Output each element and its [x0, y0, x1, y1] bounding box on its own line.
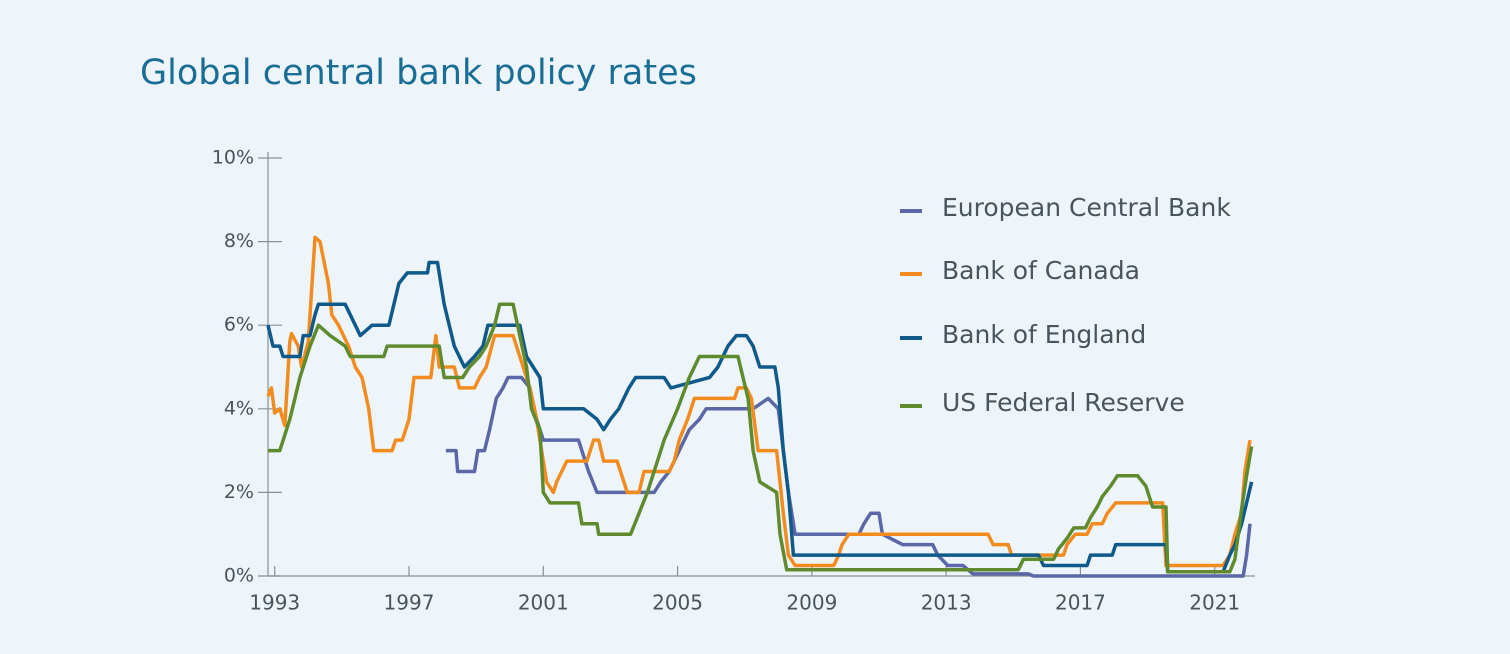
- series-line: [445, 375, 1252, 578]
- x-tick-label: 2017: [1055, 591, 1106, 615]
- x-tick-label: 2001: [518, 591, 569, 615]
- y-tick-label: 4%: [224, 397, 254, 419]
- x-tick-label: 2013: [921, 591, 972, 615]
- legend-label: Bank of Canada: [942, 256, 1140, 285]
- legend-label: European Central Bank: [942, 193, 1231, 222]
- y-tick-label: 10%: [212, 147, 254, 169]
- x-tick-label: 2021: [1189, 591, 1240, 615]
- y-tick-label: 0%: [224, 565, 254, 587]
- x-tick-label: 1997: [384, 591, 435, 615]
- x-tick-label: 1993: [249, 591, 300, 615]
- legend-label: Bank of England: [942, 320, 1146, 349]
- x-tick-label: 2009: [786, 591, 837, 615]
- y-tick-label: 6%: [224, 314, 254, 336]
- y-tick-label: 8%: [224, 230, 254, 252]
- chart-title: Global central bank policy rates: [140, 53, 697, 93]
- series-line: [268, 302, 1254, 574]
- series-line: [266, 260, 1254, 574]
- x-tick-label: 2005: [652, 591, 703, 615]
- y-tick-label: 2%: [224, 481, 254, 503]
- legend-label: US Federal Reserve: [942, 388, 1185, 417]
